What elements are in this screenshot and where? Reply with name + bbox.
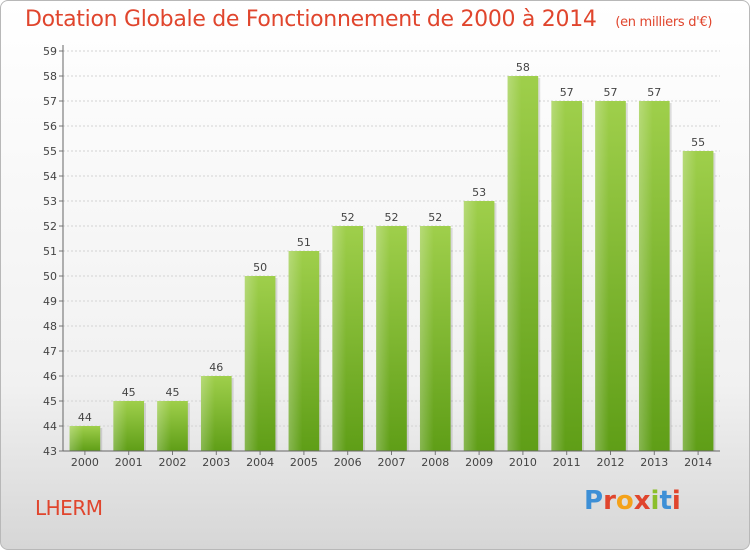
bar-value-label: 50 xyxy=(253,261,267,274)
bar-highlight xyxy=(595,101,609,451)
bar-highlight xyxy=(288,251,303,451)
x-tick-label: 2005 xyxy=(290,456,318,469)
x-tick-label: 2007 xyxy=(378,456,406,469)
bars: 44 45 45 46 50 51 52 52 52 53 58 57 57 57 55 xyxy=(69,61,716,451)
chart-title: Dotation Globale de Fonctionnement de 20… xyxy=(25,7,597,32)
bar-value-label: 55 xyxy=(691,136,705,149)
bar-value-label: 52 xyxy=(341,211,355,224)
chart-title-line: Dotation Globale de Fonctionnement de 20… xyxy=(25,7,712,32)
y-tick-label: 45 xyxy=(43,395,57,408)
logo-letter: x xyxy=(633,486,651,516)
logo-letter: o xyxy=(615,486,634,516)
chart-unit: (en milliers d'€) xyxy=(615,15,713,30)
y-tick-label: 49 xyxy=(43,295,57,308)
bar-highlight xyxy=(376,226,390,451)
y-tick-label: 46 xyxy=(43,370,57,383)
x-tick-label: 2011 xyxy=(553,456,581,469)
bar-value-label: 52 xyxy=(428,211,442,224)
x-tick-label: 2008 xyxy=(421,456,449,469)
y-tick-label: 57 xyxy=(43,95,57,108)
logo-letter: i xyxy=(650,486,660,516)
bar-value-label: 51 xyxy=(297,236,311,249)
x-tick-label: 2012 xyxy=(597,456,625,469)
x-tick-label: 2003 xyxy=(202,456,230,469)
bar-highlight xyxy=(69,426,84,451)
bar-highlight xyxy=(332,226,347,451)
y-tick-label: 59 xyxy=(43,45,57,58)
y-tick-label: 50 xyxy=(43,270,57,283)
x-tick-label: 2000 xyxy=(71,456,99,469)
y-tick-label: 52 xyxy=(43,220,57,233)
y-tick-label: 51 xyxy=(43,245,57,258)
bar-value-label: 57 xyxy=(604,86,618,99)
y-tick-label: 54 xyxy=(43,170,57,183)
logo-letter: P xyxy=(584,486,604,516)
bar-highlight xyxy=(551,101,566,451)
bar-highlight xyxy=(113,401,128,451)
bar-value-label: 57 xyxy=(560,86,574,99)
x-tick-label: 2010 xyxy=(509,456,537,469)
bar-value-label: 58 xyxy=(516,61,530,74)
y-tick-label: 58 xyxy=(43,70,57,83)
y-tick-label: 47 xyxy=(43,345,57,358)
bar-highlight xyxy=(419,226,434,451)
bar-value-label: 45 xyxy=(166,386,180,399)
bar-value-label: 52 xyxy=(385,211,399,224)
bar-value-label: 57 xyxy=(647,86,661,99)
proxiti-logo[interactable]: Proxiti xyxy=(584,486,681,516)
bar-value-label: 44 xyxy=(78,411,92,424)
x-tick-label: 2013 xyxy=(640,456,668,469)
bar-highlight xyxy=(463,201,478,451)
bar-highlight xyxy=(244,276,259,451)
bar-highlight xyxy=(638,101,653,451)
y-tick-label: 48 xyxy=(43,320,57,333)
logo-letter: t xyxy=(659,486,672,516)
axes: 43 44 45 46 47 48 49 50 51 52 53 54 55 56 57 58 59 2000 20… xyxy=(43,45,720,469)
x-tick-label: 2002 xyxy=(159,456,187,469)
bar-highlight xyxy=(157,401,171,451)
bar-highlight xyxy=(200,376,215,451)
y-tick-label: 43 xyxy=(43,445,57,458)
logo-letter: i xyxy=(671,486,681,516)
bar-value-label: 45 xyxy=(122,386,136,399)
bar-value-label: 46 xyxy=(209,361,223,374)
x-tick-label: 2014 xyxy=(684,456,712,469)
commune-name: LHERM xyxy=(35,496,103,520)
y-tick-label: 56 xyxy=(43,120,57,133)
logo-letter: r xyxy=(603,486,616,516)
x-tick-label: 2004 xyxy=(246,456,274,469)
x-tick-label: 2009 xyxy=(465,456,493,469)
y-tick-label: 55 xyxy=(43,145,57,158)
bar-highlight xyxy=(682,151,697,451)
x-tick-label: 2001 xyxy=(115,456,143,469)
bar-highlight xyxy=(507,76,522,451)
bar-value-label: 53 xyxy=(472,186,486,199)
x-tick-label: 2006 xyxy=(334,456,362,469)
y-tick-label: 53 xyxy=(43,195,57,208)
y-tick-label: 44 xyxy=(43,420,57,433)
